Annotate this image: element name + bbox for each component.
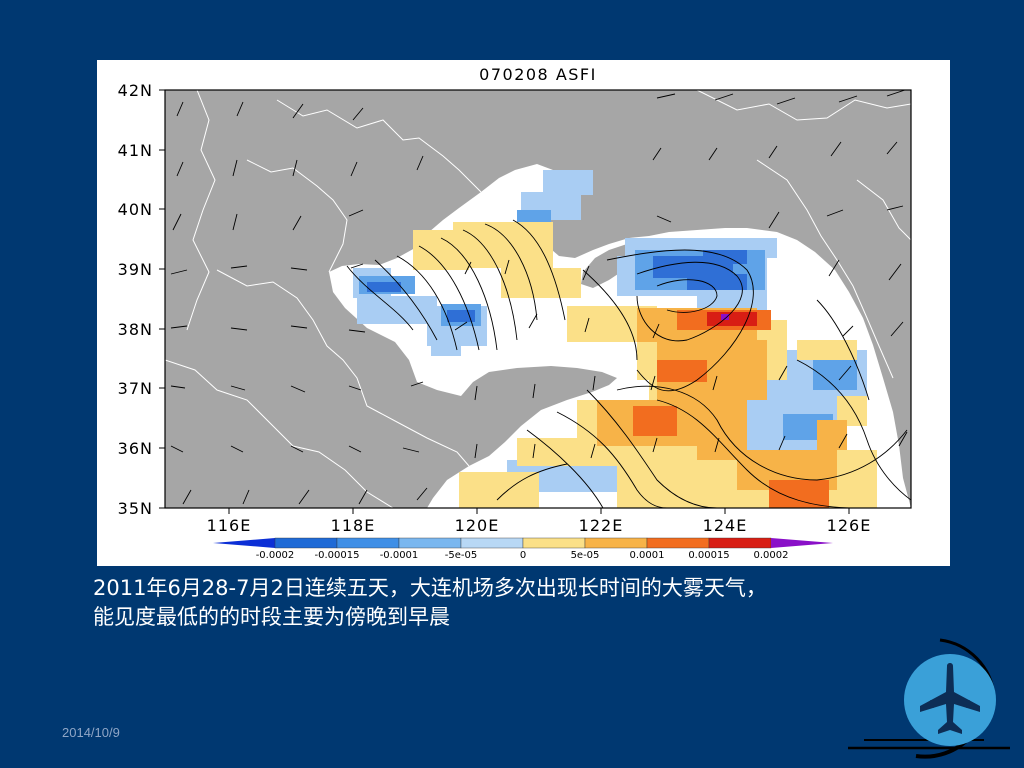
colorbar-segment	[584, 537, 648, 549]
lon-label: 116E	[207, 516, 252, 535]
lat-label: 38N	[118, 320, 153, 339]
colorbar-segment	[646, 537, 710, 549]
lat-label: 40N	[118, 200, 153, 219]
colorbar-segment	[274, 537, 338, 549]
colorbar-label: 0.0001	[630, 550, 665, 561]
lat-label: 36N	[118, 439, 153, 458]
map-svg: 070208 ASFI	[118, 65, 912, 561]
airplane-icon	[848, 638, 1010, 759]
colorbar-label: -0.00015	[315, 550, 360, 561]
colorbar-segment	[398, 537, 462, 549]
lon-label: 126E	[827, 516, 872, 535]
map-plot-area	[165, 90, 911, 508]
colorbar-label: 0.00015	[688, 550, 729, 561]
colorbar-label: 0.0002	[754, 550, 789, 561]
map-figure: 070208 ASFI	[97, 60, 950, 566]
contour-lines	[346, 219, 911, 508]
colorbar-labels: -0.0002 -0.00015 -0.0001 -5e-05 0 5e-05 …	[256, 550, 789, 561]
plot-frame	[164, 89, 912, 509]
caption: 2011年6月28-7月2日连续五天，大连机场多次出现长时间的大雾天气， 能见度…	[93, 574, 953, 632]
lon-label: 120E	[455, 516, 500, 535]
wind-barbs	[170, 90, 908, 505]
lat-label: 41N	[118, 141, 153, 160]
lon-label: 122E	[579, 516, 624, 535]
airport-logo	[844, 636, 1014, 766]
colorbar-label: 5e-05	[571, 550, 600, 561]
colorbar-segment	[213, 538, 275, 548]
colorbar-segment	[771, 538, 833, 548]
map-title: 070208 ASFI	[479, 65, 597, 84]
colorbar-segment	[708, 537, 772, 549]
lat-label: 39N	[118, 260, 153, 279]
lon-label: 124E	[703, 516, 748, 535]
colorbar-label: -0.0002	[256, 550, 295, 561]
tick-marks	[159, 89, 850, 514]
lon-label: 118E	[331, 516, 376, 535]
caption-line-2: 能见度最低的的时段主要为傍晚到早晨	[93, 605, 450, 629]
lat-label: 42N	[118, 81, 153, 100]
colorbar-label: 0	[520, 550, 526, 561]
boundaries	[165, 90, 911, 508]
anomaly-shading	[353, 170, 877, 508]
colorbar-segment	[460, 537, 524, 549]
caption-line-1: 2011年6月28-7月2日连续五天，大连机场多次出现长时间的大雾天气，	[93, 576, 767, 600]
footer-date: 2014/10/9	[62, 725, 120, 740]
lat-label: 37N	[118, 379, 153, 398]
colorbar-segment	[522, 537, 586, 549]
lat-label: 35N	[118, 499, 153, 518]
colorbar-label: -5e-05	[445, 550, 477, 561]
colorbar	[213, 537, 833, 549]
colorbar-label: -0.0001	[380, 550, 419, 561]
colorbar-segment	[336, 537, 400, 549]
